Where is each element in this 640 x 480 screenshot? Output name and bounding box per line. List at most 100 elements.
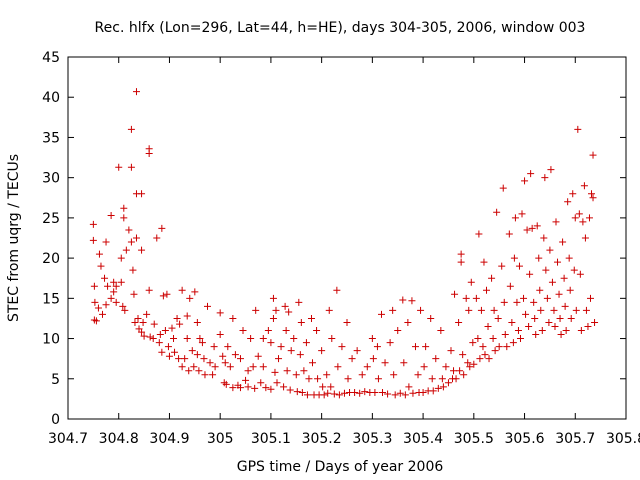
y-tick-label: 40: [42, 90, 60, 106]
data-point: [314, 375, 322, 383]
y-tick-label: 20: [42, 251, 60, 267]
data-point: [188, 347, 196, 355]
data-point: [404, 318, 412, 326]
data-point: [514, 327, 522, 335]
y-tick-label: 10: [42, 332, 60, 348]
data-point: [394, 327, 402, 335]
data-point: [351, 388, 359, 396]
data-point: [520, 294, 528, 302]
data-point: [181, 355, 189, 363]
data-point: [414, 371, 422, 379]
data-point: [127, 238, 135, 246]
data-point: [267, 385, 275, 393]
data-point: [211, 363, 219, 371]
data-point: [466, 363, 474, 371]
data-point: [168, 324, 176, 332]
data-point: [485, 355, 493, 363]
x-axis-label: GPS time / Days of year 2006: [237, 459, 444, 475]
data-point: [307, 314, 315, 322]
data-point: [209, 371, 217, 379]
data-point: [196, 335, 204, 343]
data-point: [488, 274, 496, 282]
data-point: [198, 339, 206, 347]
data-point: [528, 224, 536, 232]
data-point: [292, 371, 300, 379]
data-point: [515, 262, 523, 270]
data-point: [585, 214, 593, 222]
data-point: [309, 359, 317, 367]
data-point: [479, 343, 487, 351]
data-point: [460, 371, 468, 379]
data-point: [164, 343, 172, 351]
data-point: [90, 282, 98, 290]
data-point: [523, 226, 531, 234]
plot-frame: [67, 56, 627, 420]
data-point: [429, 387, 437, 395]
data-point: [399, 296, 407, 304]
data-point: [120, 204, 128, 212]
data-point: [303, 391, 311, 399]
data-point: [120, 214, 128, 222]
data-point: [575, 210, 583, 218]
data-point: [296, 351, 304, 359]
data-point: [290, 335, 298, 343]
data-point: [521, 177, 529, 185]
data-point: [89, 236, 97, 244]
x-tick-label: 304.8: [99, 431, 139, 447]
data-point: [386, 339, 394, 347]
data-point: [465, 306, 473, 314]
data-point: [506, 282, 514, 290]
data-point: [437, 327, 445, 335]
data-point: [229, 314, 237, 322]
x-tick-label: 305: [207, 431, 234, 447]
y-tick-label: 30: [42, 171, 60, 187]
data-point: [356, 389, 364, 397]
data-point: [422, 343, 430, 351]
data-point: [305, 375, 313, 383]
data-point: [533, 222, 541, 230]
x-tick-label: 305.1: [251, 431, 291, 447]
data-point: [557, 331, 565, 339]
data-point: [94, 304, 102, 312]
data-point: [390, 371, 398, 379]
data-point: [254, 352, 262, 360]
data-point: [275, 355, 283, 363]
data-point: [102, 301, 110, 309]
data-point: [132, 88, 140, 96]
data-point: [262, 384, 270, 392]
x-tick-label: 305.4: [403, 431, 443, 447]
data-point: [456, 367, 464, 375]
data-point: [272, 306, 280, 314]
data-point: [267, 339, 275, 347]
data-point: [295, 298, 303, 306]
x-tick-label: 305.6: [504, 431, 544, 447]
data-point: [190, 363, 198, 371]
data-point: [119, 302, 127, 310]
data-point: [110, 288, 118, 296]
data-point: [538, 327, 546, 335]
data-point: [566, 286, 574, 294]
data-point: [145, 286, 153, 294]
data-point: [541, 174, 549, 182]
data-point: [572, 306, 580, 314]
data-point: [457, 250, 465, 258]
data-point: [490, 306, 498, 314]
data-point: [525, 322, 533, 330]
data-point: [252, 306, 260, 314]
data-point: [540, 234, 548, 242]
data-point: [464, 359, 472, 367]
data-point: [115, 163, 123, 171]
data-point: [428, 375, 436, 383]
data-point: [269, 294, 277, 302]
data-point: [98, 310, 106, 318]
data-point: [176, 320, 184, 328]
data-point: [442, 363, 450, 371]
data-point: [280, 383, 288, 391]
data-point: [131, 318, 139, 326]
data-point: [91, 298, 99, 306]
data-point: [552, 218, 560, 226]
data-point: [247, 335, 255, 343]
data-point: [369, 355, 377, 363]
data-point: [374, 375, 382, 383]
data-point: [89, 220, 97, 228]
